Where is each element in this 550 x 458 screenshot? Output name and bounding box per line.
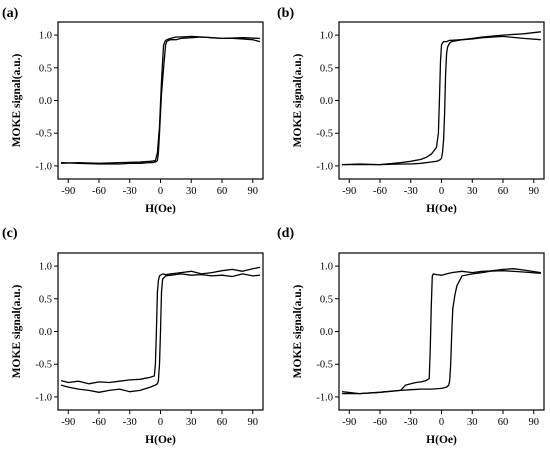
y-axis-label: MOKE signal(a.u.): [292, 285, 304, 379]
x-tick-label: -90: [61, 186, 75, 197]
x-tick-label: -60: [92, 186, 106, 197]
x-tick-label: 90: [248, 417, 259, 428]
x-axis-label: H(Oe): [426, 203, 457, 215]
x-tick-label: 90: [529, 417, 540, 428]
x-tick-label: 60: [498, 417, 509, 428]
series-line-descending: [342, 35, 541, 166]
y-tick-label: 0.5: [39, 294, 52, 305]
x-tick-label: 30: [186, 186, 197, 197]
chart-panel-a: -90 -60 -30 0 30 60 90 -1.0 -0.5 0.0 0.5 1.0 H(Oe) MO…: [2, 6, 264, 215]
y-axis-label: MOKE signal(a.u.): [292, 54, 304, 148]
x-axis-label: H(Oe): [145, 434, 176, 446]
y-tick-label: 1.0: [320, 31, 333, 42]
x-axis-label: H(Oe): [145, 203, 176, 215]
y-tick-label: 1.0: [39, 31, 52, 42]
series-line-descending: [61, 36, 260, 165]
chart-panel-c: -90 -60 -30 0 30 60 90 -1.0 -0.5 0.0 0.5 1.0 H(Oe) MO…: [2, 226, 264, 446]
x-tick-label: 30: [186, 417, 197, 428]
x-axis-label: H(Oe): [426, 434, 457, 446]
series-line-ascending: [60, 266, 261, 385]
panel-label: (a): [2, 6, 19, 21]
y-tick-label: 0.5: [39, 63, 52, 74]
x-tick-label: 30: [467, 417, 478, 428]
x-tick-label: -60: [373, 186, 387, 197]
series-line-ascending: [342, 270, 541, 395]
y-tick-label: 0.0: [39, 96, 52, 107]
x-tick-label: -90: [342, 186, 356, 197]
panel-label: (b): [277, 6, 294, 21]
x-tick-label: 30: [467, 186, 478, 197]
plot-frame: [338, 252, 545, 411]
x-tick-label: 0: [158, 417, 163, 428]
series-line-ascending: [342, 31, 541, 166]
y-tick-label: 0.5: [320, 294, 333, 305]
x-tick-label: 60: [217, 417, 228, 428]
y-tick-label: 1.0: [320, 262, 333, 273]
y-tick-label: 0.0: [320, 96, 333, 107]
x-tick-label: -30: [404, 186, 418, 197]
x-tick-label: -60: [92, 417, 106, 428]
x-tick-label: 60: [498, 186, 509, 197]
x-tick-label: -90: [61, 417, 75, 428]
x-tick-label: 90: [248, 186, 259, 197]
y-tick-label: -0.5: [35, 360, 52, 371]
y-axis-label: MOKE signal(a.u.): [11, 54, 23, 148]
y-tick-label: -0.5: [35, 129, 52, 140]
y-tick-label: 0.5: [320, 63, 333, 74]
chart-panel-b: -90 -60 -30 0 30 60 90 -1.0 -0.5 0.0 0.5 1.0 H(Oe) MO…: [277, 6, 545, 215]
panel-label: (c): [2, 226, 18, 241]
y-tick-label: -1.0: [316, 392, 333, 403]
x-tick-label: 90: [529, 186, 540, 197]
y-tick-label: -1.0: [35, 392, 52, 403]
x-tick-label: 60: [217, 186, 228, 197]
x-tick-label: -30: [123, 417, 137, 428]
y-axis-label: MOKE signal(a.u.): [11, 285, 23, 379]
x-tick-label: 0: [158, 186, 163, 197]
chart-panel-d: -90 -60 -30 0 30 60 90 -1.0 -0.5 0.0 0.5 1.0 H(Oe) MO…: [277, 226, 545, 446]
x-tick-label: 0: [439, 417, 444, 428]
y-tick-label: 0.0: [39, 327, 52, 338]
x-tick-label: 0: [439, 186, 444, 197]
y-tick-label: -1.0: [316, 161, 333, 172]
x-tick-label: -30: [123, 186, 137, 197]
y-tick-label: 1.0: [39, 262, 52, 273]
y-tick-label: -0.5: [316, 360, 333, 371]
y-tick-label: -1.0: [35, 161, 52, 172]
panel-label: (d): [277, 226, 294, 241]
x-tick-label: -30: [404, 417, 418, 428]
series-line-ascending: [61, 35, 261, 164]
x-tick-label: -60: [373, 417, 387, 428]
y-tick-label: 0.0: [320, 327, 333, 338]
y-tick-label: -0.5: [316, 129, 333, 140]
series-line-descending: [60, 273, 260, 393]
x-tick-label: -90: [342, 417, 356, 428]
series-line-descending: [342, 268, 541, 395]
